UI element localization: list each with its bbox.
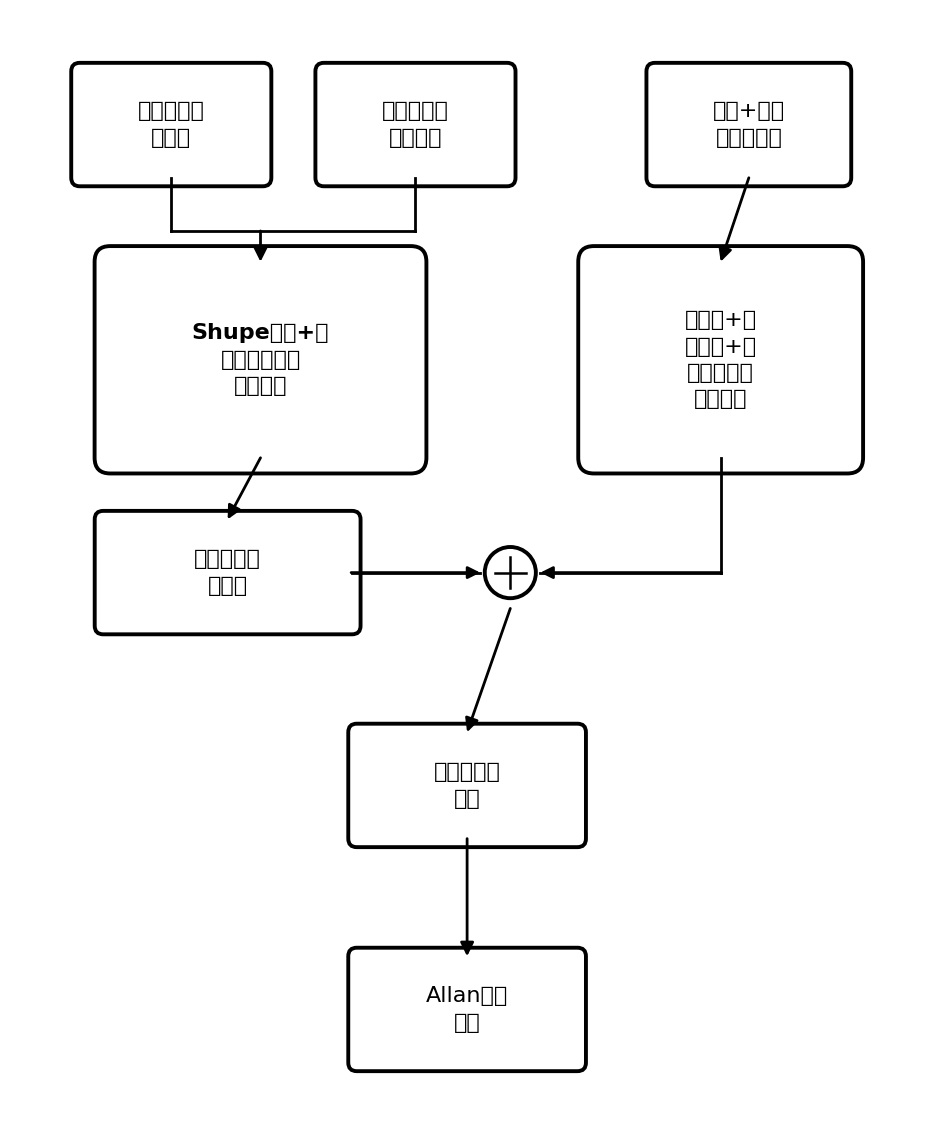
Text: Shupe误差+热
应力误差数值
计算模型: Shupe误差+热 应力误差数值 计算模型 [191, 323, 328, 396]
FancyBboxPatch shape [71, 62, 271, 186]
Text: Allan方差
分析: Allan方差 分析 [426, 987, 507, 1033]
Circle shape [485, 547, 535, 599]
Text: 光路+电路
参数初始化: 光路+电路 参数初始化 [712, 101, 784, 147]
FancyBboxPatch shape [347, 723, 585, 847]
Text: 时域有限差
分算法: 时域有限差 分算法 [194, 549, 261, 595]
FancyBboxPatch shape [645, 62, 850, 186]
Text: 热漂移误差
曲线: 热漂移误差 曲线 [433, 762, 500, 809]
FancyBboxPatch shape [94, 246, 426, 474]
FancyBboxPatch shape [94, 511, 360, 634]
FancyBboxPatch shape [347, 948, 585, 1072]
Text: 光纤环参数
初始化: 光纤环参数 初始化 [138, 101, 205, 147]
Text: 变温激励过
程初始化: 变温激励过 程初始化 [382, 101, 448, 147]
FancyBboxPatch shape [578, 246, 863, 474]
Text: 热噪声+强
度噪声+散
粒噪声数值
计算模型: 热噪声+强 度噪声+散 粒噪声数值 计算模型 [684, 311, 756, 409]
FancyBboxPatch shape [315, 62, 515, 186]
